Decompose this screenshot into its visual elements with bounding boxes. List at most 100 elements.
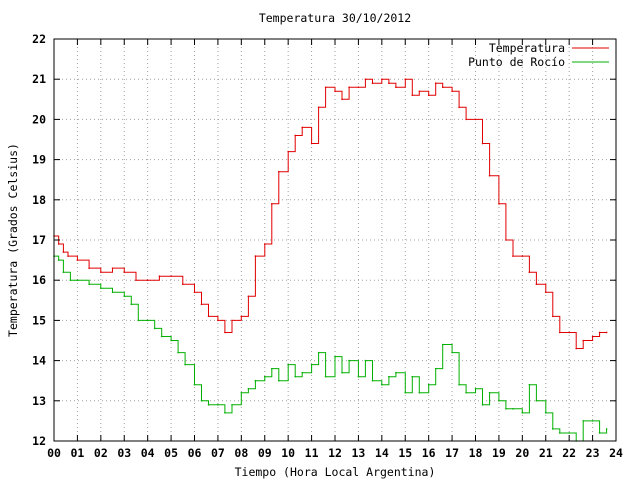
data-point-temperatura xyxy=(582,339,585,342)
data-point-punto-de-rocio xyxy=(278,379,280,382)
data-point-punto-de-rocio xyxy=(535,400,538,402)
data-point-punto-de-rocio xyxy=(582,420,585,422)
data-point-punto-de-rocio xyxy=(62,271,65,273)
series-layer xyxy=(53,78,608,442)
data-point-temperatura xyxy=(217,319,219,322)
data-point-punto-de-rocio xyxy=(341,371,343,374)
data-point-punto-de-rocio xyxy=(76,279,79,282)
data-point-temperatura xyxy=(247,295,250,298)
data-point-temperatura xyxy=(287,150,289,153)
data-point-punto-de-rocio xyxy=(505,408,507,410)
data-point-temperatura xyxy=(62,251,65,253)
label-layer: 00 01 02 03 04 05 06 07 08 09 10 11 12 13 14 15 16 17 18 19… xyxy=(32,32,623,460)
data-point-temperatura xyxy=(488,174,491,177)
data-point-punto-de-rocio xyxy=(451,351,453,354)
data-point-temperatura xyxy=(427,94,430,97)
x-tick-label: 08 xyxy=(234,446,248,460)
data-point-punto-de-rocio xyxy=(324,375,327,378)
data-point-punto-de-rocio xyxy=(137,319,140,322)
y-tick-label: 13 xyxy=(32,394,46,408)
data-point-temperatura xyxy=(465,118,467,121)
data-point-temperatura xyxy=(605,331,608,334)
x-tick-label: 12 xyxy=(328,446,342,460)
data-point-punto-de-rocio xyxy=(512,408,514,410)
y-tick-label: 19 xyxy=(32,153,46,167)
data-point-temperatura xyxy=(317,106,320,109)
x-tick-label: 22 xyxy=(562,446,576,460)
data-point-temperatura xyxy=(505,239,507,241)
data-point-punto-de-rocio xyxy=(170,339,172,342)
data-point-punto-de-rocio xyxy=(146,319,149,322)
data-point-temperatura xyxy=(310,142,313,145)
data-point-temperatura xyxy=(200,303,203,306)
data-point-punto-de-rocio xyxy=(57,259,60,261)
data-point-punto-de-rocio xyxy=(498,400,500,402)
data-point-punto-de-rocio xyxy=(357,375,360,378)
data-point-punto-de-rocio xyxy=(69,279,72,282)
x-tick-label: 16 xyxy=(422,446,436,460)
data-point-temperatura xyxy=(88,267,90,269)
data-point-temperatura xyxy=(528,271,531,273)
data-point-punto-de-rocio xyxy=(224,412,226,414)
x-tick-label: 10 xyxy=(281,446,295,460)
x-tick-label: 13 xyxy=(351,446,365,460)
x-tick-label: 09 xyxy=(258,446,272,460)
data-point-temperatura xyxy=(371,82,374,85)
x-tick-label: 05 xyxy=(164,446,178,460)
series-line-punto-de-rocio xyxy=(54,255,608,442)
data-point-punto-de-rocio xyxy=(200,400,203,402)
data-point-temperatura xyxy=(231,319,233,322)
data-point-temperatura xyxy=(411,94,414,97)
x-tick-label: 21 xyxy=(539,446,553,460)
data-point-punto-de-rocio xyxy=(153,327,156,330)
data-point-temperatura xyxy=(481,142,484,145)
data-point-temperatura xyxy=(158,275,161,277)
data-point-punto-de-rocio xyxy=(207,404,210,406)
x-tick-label: 00 xyxy=(47,446,61,460)
legend: Temperatura Punto de Rocío xyxy=(468,41,609,69)
data-point-temperatura xyxy=(559,331,561,334)
data-point-punto-de-rocio xyxy=(111,291,114,294)
data-point-punto-de-rocio xyxy=(591,420,594,422)
y-tick-label: 18 xyxy=(32,193,46,207)
data-point-punto-de-rocio xyxy=(411,375,414,378)
data-point-punto-de-rocio xyxy=(310,363,313,366)
data-point-temperatura xyxy=(441,86,444,89)
x-tick-label: 20 xyxy=(515,446,529,460)
data-point-punto-de-rocio xyxy=(381,383,383,386)
data-point-temperatura xyxy=(575,347,577,350)
data-point-punto-de-rocio xyxy=(568,432,570,434)
data-point-punto-de-rocio xyxy=(294,375,296,378)
x-tick-label: 07 xyxy=(211,446,225,460)
data-point-punto-de-rocio xyxy=(177,351,179,354)
data-point-temperatura xyxy=(341,98,343,101)
data-point-temperatura xyxy=(388,82,390,85)
data-point-punto-de-rocio xyxy=(123,295,126,298)
data-point-punto-de-rocio xyxy=(371,379,374,382)
data-point-temperatura xyxy=(551,315,554,318)
data-point-temperatura xyxy=(348,86,350,89)
data-point-punto-de-rocio xyxy=(474,387,477,390)
data-point-punto-de-rocio xyxy=(544,412,547,414)
y-tick-label: 20 xyxy=(32,112,46,126)
data-point-temperatura xyxy=(512,255,514,257)
data-point-punto-de-rocio xyxy=(317,351,320,354)
data-point-temperatura xyxy=(568,331,570,334)
data-point-temperatura xyxy=(294,134,296,137)
data-point-temperatura xyxy=(324,86,327,89)
y-tick-label: 12 xyxy=(32,434,46,448)
data-point-temperatura xyxy=(404,78,407,80)
x-tick-label: 23 xyxy=(586,446,600,460)
data-point-temperatura xyxy=(270,203,273,205)
x-tick-label: 15 xyxy=(398,446,412,460)
data-point-temperatura xyxy=(170,275,172,277)
data-point-punto-de-rocio xyxy=(458,383,460,386)
data-point-punto-de-rocio xyxy=(559,432,561,434)
data-point-temperatura xyxy=(334,90,336,93)
data-point-punto-de-rocio xyxy=(551,428,554,430)
x-tick-label: 11 xyxy=(305,446,319,460)
chart-title: Temperatura 30/10/2012 xyxy=(259,11,411,25)
data-point-punto-de-rocio xyxy=(247,387,250,390)
data-point-punto-de-rocio xyxy=(217,404,219,406)
